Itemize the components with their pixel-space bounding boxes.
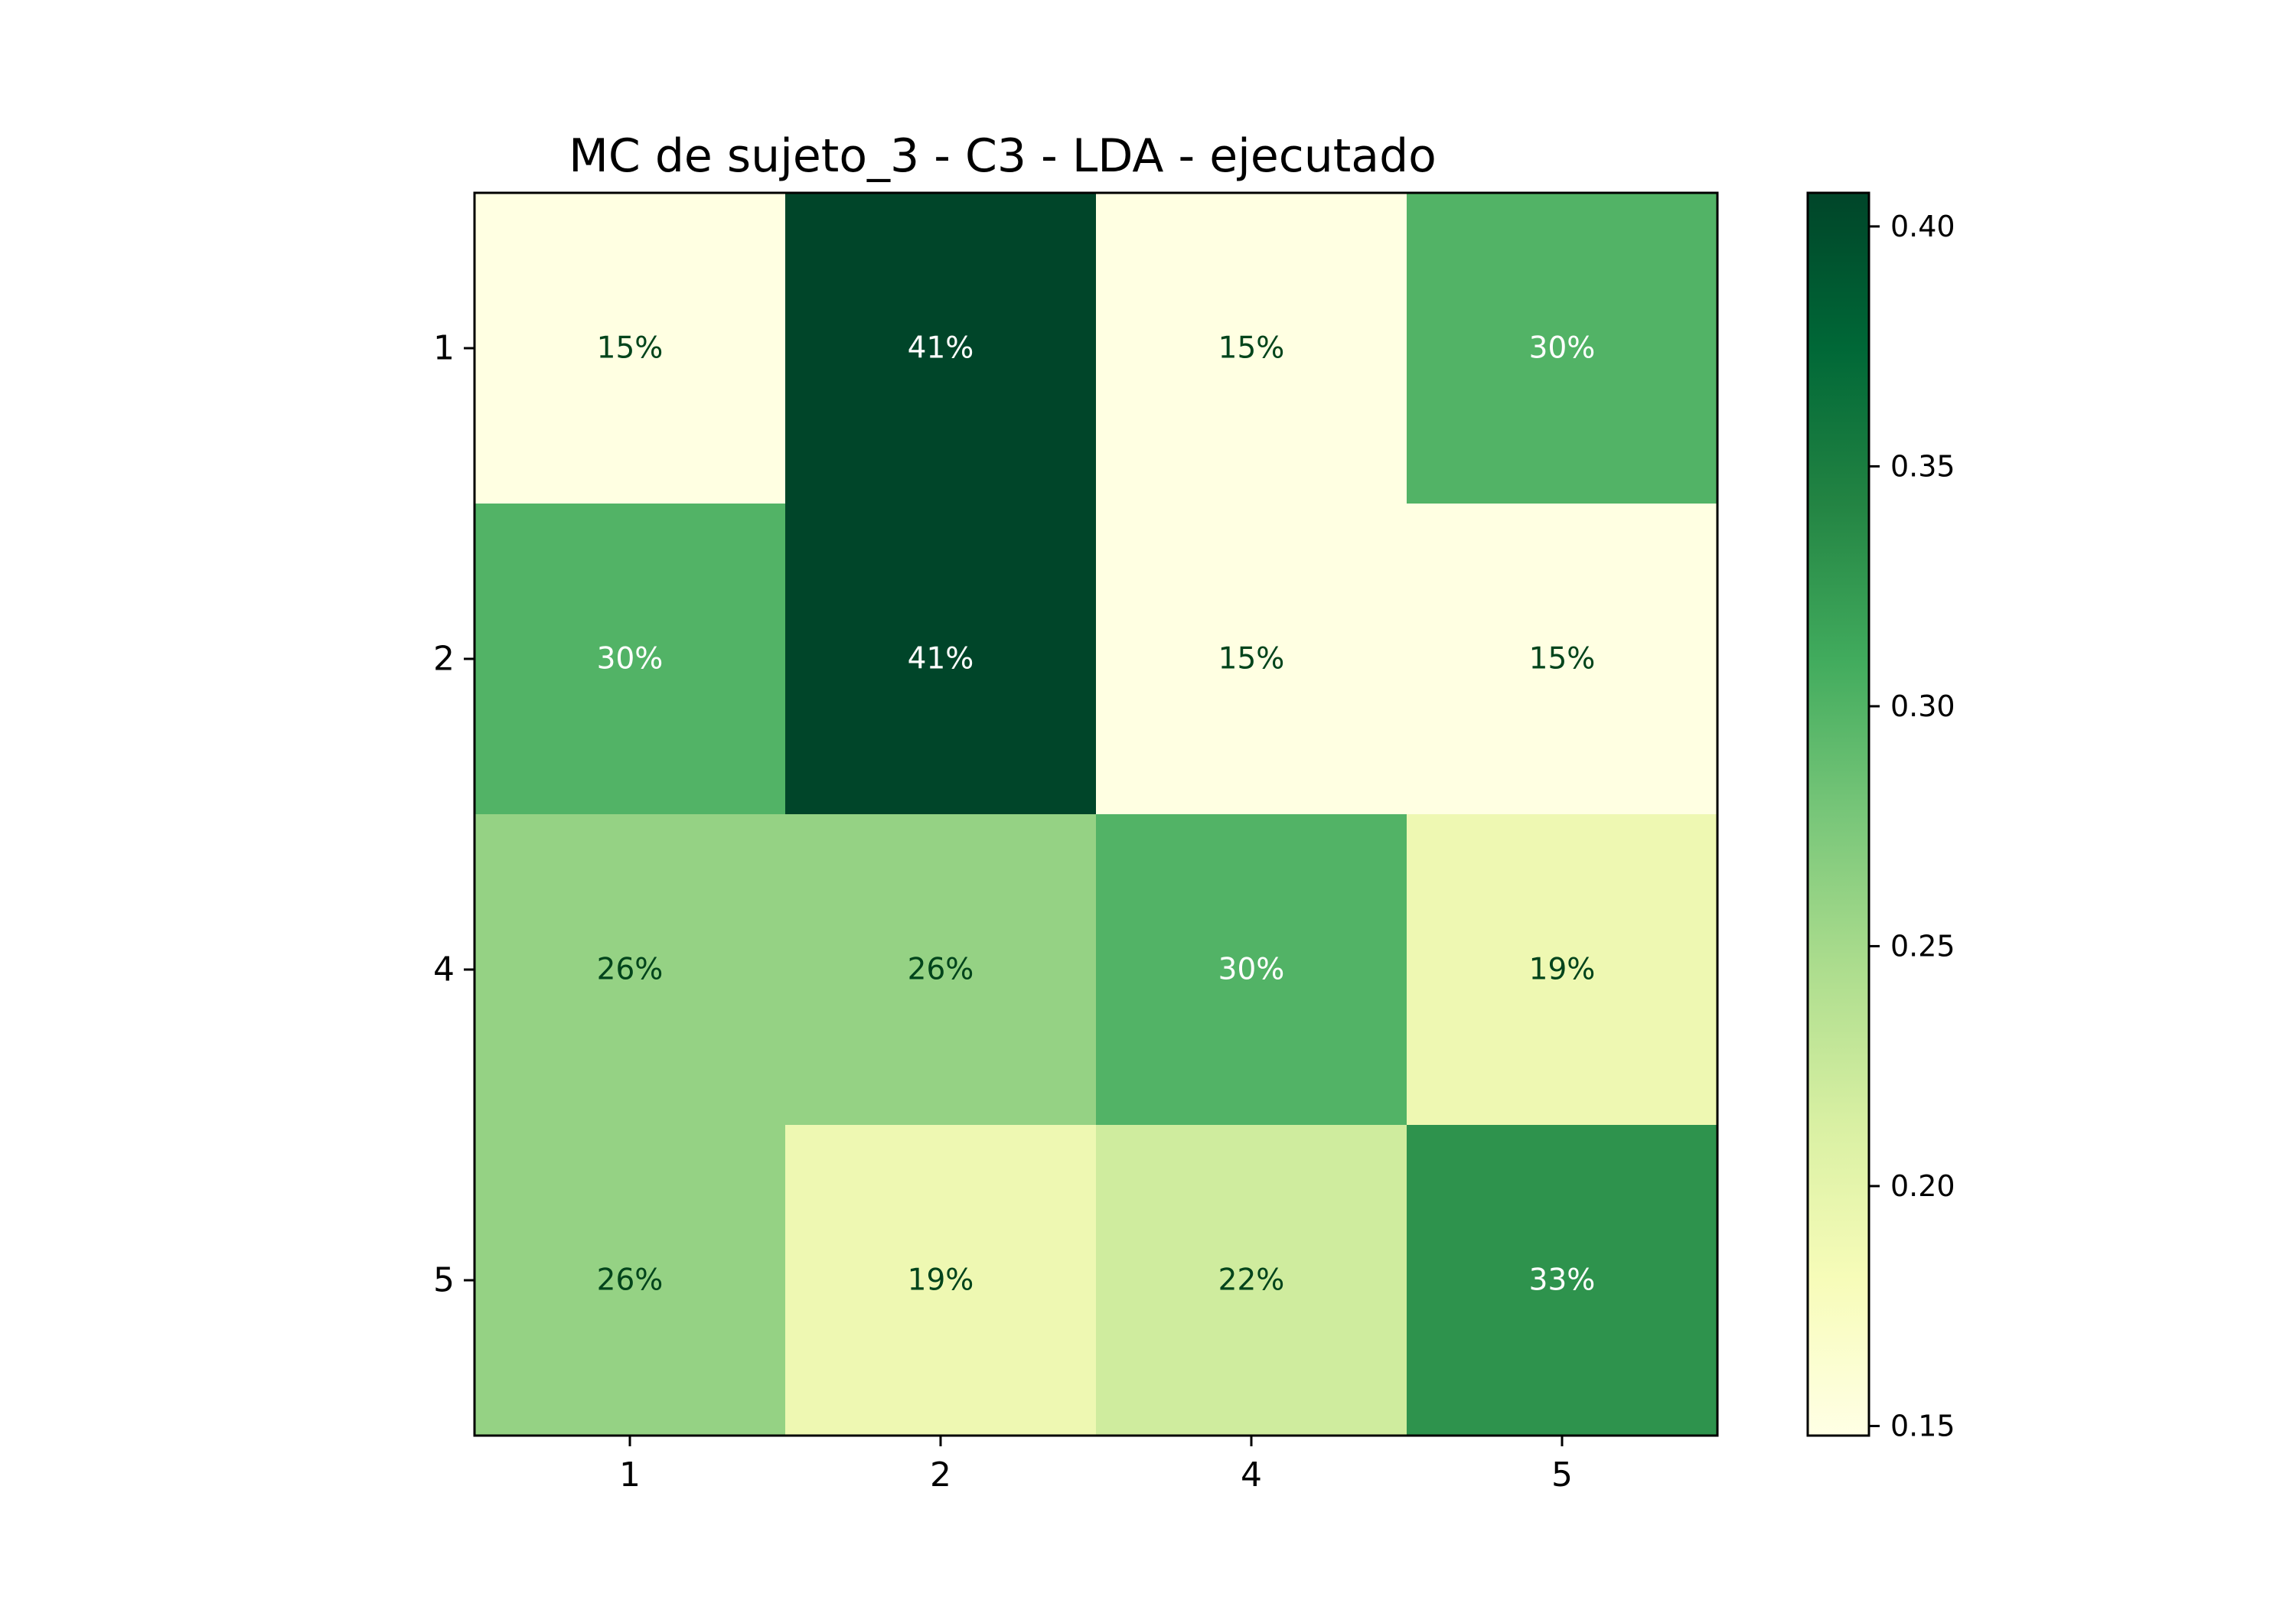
cell-value-label: 33% <box>1529 1263 1596 1298</box>
heatmap-cell <box>1096 504 1407 815</box>
cell-value-label: 30% <box>1218 953 1285 987</box>
cell-value-label: 15% <box>1529 642 1596 676</box>
cell-value-label: 26% <box>908 953 974 987</box>
y-tick-label: 2 <box>433 640 455 679</box>
cell-value-label: 22% <box>1218 1263 1285 1298</box>
cell-value-label: 15% <box>1218 331 1285 366</box>
cell-value-label: 26% <box>597 1263 664 1298</box>
cell-value-label: 15% <box>597 331 664 366</box>
colorbar <box>1806 191 1870 1437</box>
heatmap-cell <box>1407 504 1718 815</box>
heatmap-cell <box>475 504 786 815</box>
colorbar-tick-label: 0.15 <box>1890 1409 1955 1442</box>
x-tick-label: 2 <box>930 1455 951 1495</box>
heatmap-cell <box>1096 1125 1407 1436</box>
cell-value-label: 26% <box>597 953 664 987</box>
y-tick-label: 1 <box>433 329 455 368</box>
cell-value-label: 30% <box>1529 331 1596 366</box>
cell-value-label: 19% <box>908 1263 974 1298</box>
heatmap-cell <box>1096 814 1407 1126</box>
cell-value-label: 41% <box>908 642 974 676</box>
colorbar-tick-label: 0.20 <box>1890 1169 1955 1203</box>
heatmap-cell <box>785 504 1097 815</box>
heatmap-cell <box>1407 814 1718 1126</box>
heatmap-cell <box>475 193 786 504</box>
y-tick-label: 4 <box>433 950 455 989</box>
colorbar-tick-label: 0.35 <box>1890 449 1955 483</box>
x-tick-label: 4 <box>1241 1455 1262 1495</box>
heatmap-cell <box>1096 193 1407 504</box>
heatmap-cell <box>1407 193 1718 504</box>
heatmap-cell <box>475 814 786 1126</box>
heatmap-cell <box>475 1125 786 1436</box>
x-tick-label: 5 <box>1551 1455 1573 1495</box>
cell-value-label: 15% <box>1218 642 1285 676</box>
heatmap-cell <box>1407 1125 1718 1436</box>
colorbar-tick-label: 0.40 <box>1890 210 1955 243</box>
heatmap-cell <box>785 1125 1097 1436</box>
x-tick-label: 1 <box>619 1455 641 1495</box>
colorbar-tick-label: 0.30 <box>1890 689 1955 723</box>
plot-frame <box>473 191 1719 1437</box>
heatmap-cell <box>785 814 1097 1126</box>
colorbar-tick-label: 0.25 <box>1890 929 1955 963</box>
heatmap-cell <box>785 193 1097 504</box>
cell-value-label: 41% <box>908 331 974 366</box>
chart-title: MC de sujeto_3 - C3 - LDA - ejecutado <box>569 129 1437 183</box>
cell-value-label: 19% <box>1529 953 1596 987</box>
y-tick-label: 5 <box>433 1261 455 1300</box>
cell-value-label: 30% <box>597 642 664 676</box>
